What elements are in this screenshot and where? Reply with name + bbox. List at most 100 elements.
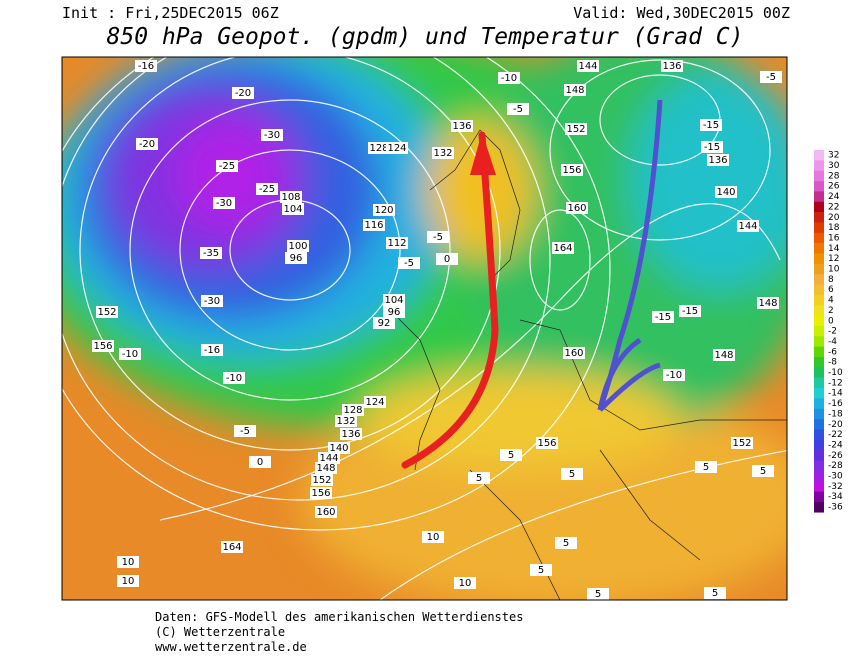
contour-label: -20 [235, 88, 251, 99]
label-box [135, 60, 157, 72]
label-box [707, 154, 729, 166]
scale-swatch [814, 181, 824, 192]
label-box [201, 295, 223, 307]
label-box [555, 537, 577, 549]
contour-label: 5 [508, 450, 514, 461]
label-box [232, 87, 254, 99]
contour-label: -5 [404, 258, 414, 269]
contour-label: -5 [240, 426, 250, 437]
map-title: 850 hPa Geopot. (gpdm) und Temperatur (G… [107, 24, 744, 50]
label-box [136, 138, 158, 150]
label-box [398, 257, 420, 269]
scale-label: -30 [828, 472, 843, 482]
scale-label: 0 [828, 316, 834, 326]
scale-label: -34 [828, 492, 843, 502]
scale-swatch [814, 263, 824, 275]
contour-label: -30 [264, 130, 280, 141]
contour-label: -15 [703, 120, 719, 131]
scale-swatch [814, 253, 824, 265]
scale-label: 4 [828, 296, 834, 306]
label-box [561, 164, 583, 176]
label-box [663, 369, 685, 381]
contour-label: -16 [204, 345, 220, 356]
scale-label: 22 [828, 202, 839, 212]
label-box [563, 347, 585, 359]
scale-swatch [814, 377, 824, 389]
contour-label: 92 [378, 318, 391, 329]
contour-label: 136 [341, 429, 360, 440]
contour-label: 5 [760, 466, 766, 477]
scale-label: -36 [828, 503, 843, 513]
label-box [498, 72, 520, 84]
label-box [752, 465, 774, 477]
scale-label: 14 [828, 244, 840, 254]
label-box [117, 575, 139, 587]
scale-swatch [814, 429, 824, 441]
scale-label: 16 [828, 233, 840, 243]
contour-label: 144 [738, 221, 757, 232]
contour-label: 116 [364, 220, 383, 231]
label-box [223, 372, 245, 384]
label-box [373, 204, 395, 216]
label-box [342, 404, 364, 416]
contour-label: 104 [283, 204, 302, 215]
contour-label: -20 [139, 139, 155, 150]
label-box [468, 472, 490, 484]
contour-label: -15 [682, 306, 698, 317]
scale-swatch [814, 274, 824, 285]
scale-swatch [814, 346, 824, 358]
scale-swatch [814, 419, 824, 430]
label-box [760, 71, 782, 83]
label-box [287, 240, 309, 252]
scale-label: 24 [828, 192, 840, 202]
scale-label: -10 [828, 368, 843, 378]
scale-label: 2 [828, 306, 834, 316]
contour-label: 140 [329, 443, 348, 454]
contour-label: 144 [319, 453, 338, 464]
label-box [328, 442, 350, 454]
contour-label: -5 [766, 72, 776, 83]
scale-label: 18 [828, 223, 840, 233]
label-box [507, 103, 529, 115]
contour-label: 124 [387, 143, 406, 154]
valid-time: Valid: Wed,30DEC2015 00Z [573, 4, 790, 22]
contour-label: 112 [387, 238, 406, 249]
contour-label: -35 [203, 248, 219, 259]
label-box [451, 120, 473, 132]
contour-label: -30 [216, 198, 232, 209]
label-box [282, 203, 304, 215]
contour-label: 148 [565, 85, 584, 96]
contour-label: -10 [501, 73, 517, 84]
label-box [315, 506, 337, 518]
label-box [695, 461, 717, 473]
contour-label: 164 [553, 243, 572, 254]
contour-label: 132 [433, 148, 452, 159]
contour-label: 148 [714, 350, 733, 361]
scale-label: 12 [828, 254, 839, 264]
contour-label: 5 [563, 538, 569, 549]
scale-swatch [814, 501, 824, 513]
label-box [363, 219, 385, 231]
map: -16-20-30-20-25-30-25-35-30-10 -16-10-501… [62, 57, 787, 600]
init-time: Init : Fri,25DEC2015 06Z [62, 4, 279, 22]
scale-swatch [814, 222, 824, 234]
label-box [249, 456, 271, 468]
contour-label: -10 [122, 349, 138, 360]
scale-swatch [814, 367, 824, 378]
label-box [318, 452, 340, 464]
label-box [700, 119, 722, 131]
label-box [340, 428, 362, 440]
contour-label: -16 [138, 61, 154, 72]
label-box [500, 449, 522, 461]
label-box [234, 425, 256, 437]
label-box [737, 220, 759, 232]
label-box [92, 340, 114, 352]
contour-label: -30 [204, 296, 220, 307]
contour-label: 96 [388, 307, 401, 318]
scale-swatch [814, 481, 824, 492]
contour-label: -10 [666, 370, 682, 381]
scale-label: -24 [828, 440, 843, 450]
label-box [652, 311, 674, 323]
footer-copyright: (C) Wetterzentrale [155, 625, 285, 639]
contour-label: 5 [595, 589, 601, 600]
